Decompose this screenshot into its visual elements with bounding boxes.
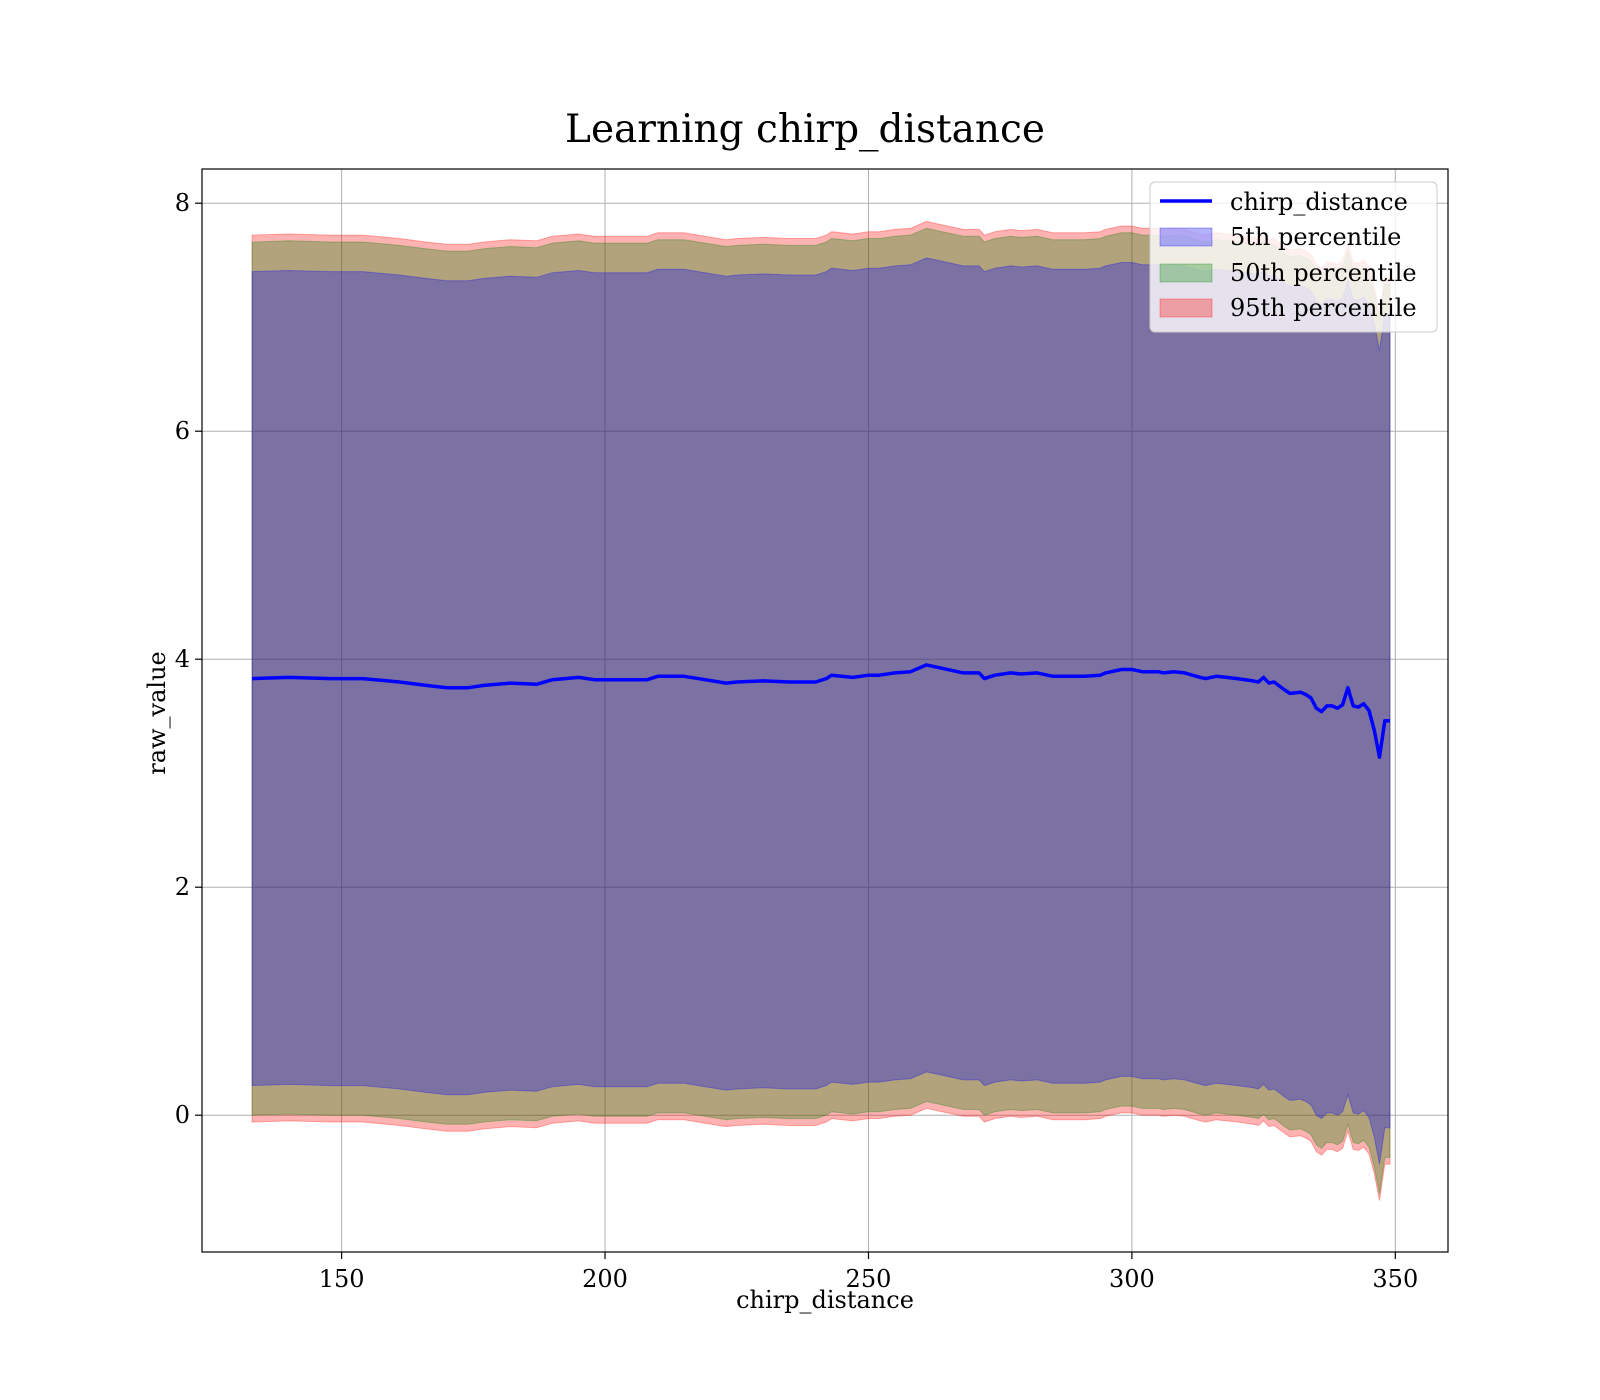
band-5th-percentile — [251, 257, 1391, 1165]
y-tick-label: 6 — [175, 417, 190, 445]
y-tick-label: 8 — [175, 189, 190, 217]
x-axis-label: chirp_distance — [736, 1286, 914, 1314]
legend-label-50th: 50th percentile — [1230, 259, 1417, 287]
y-axis-label: raw_value — [143, 651, 171, 775]
series-line-chirp-distance — [252, 663, 1390, 759]
plot-frame — [201, 168, 1449, 1253]
y-tick-label: 4 — [175, 645, 190, 673]
legend-swatch-95th — [1159, 298, 1213, 318]
x-axis-ticks: 150 200 250 300 350 — [319, 1252, 1418, 1293]
band-50th-percentile — [251, 227, 1391, 1194]
chart-title: Learning chirp_distance — [565, 107, 1045, 152]
y-axis-ticks: 0 2 4 6 8 — [175, 189, 202, 1129]
x-tick-label: 150 — [319, 1265, 365, 1293]
y-tick-label: 2 — [175, 873, 190, 901]
legend-box — [1149, 181, 1438, 333]
legend-label-line: chirp_distance — [1230, 188, 1408, 216]
legend: chirp_distance 5th percentile 50th perce… — [1149, 181, 1438, 333]
legend-label-5th: 5th percentile — [1230, 223, 1401, 251]
legend-swatch-5th — [1159, 227, 1213, 247]
series-lines — [252, 663, 1390, 759]
band-95th-percentile — [251, 220, 1391, 1201]
legend-swatch-50th — [1159, 263, 1213, 283]
x-tick-label: 200 — [582, 1265, 628, 1293]
x-tick-label: 300 — [1109, 1265, 1155, 1293]
y-tick-label: 0 — [175, 1101, 190, 1129]
x-tick-label: 350 — [1372, 1265, 1418, 1293]
x-tick-label: 250 — [846, 1265, 892, 1293]
legend-label-95th: 95th percentile — [1230, 294, 1417, 322]
percentile-bands — [251, 220, 1391, 1201]
